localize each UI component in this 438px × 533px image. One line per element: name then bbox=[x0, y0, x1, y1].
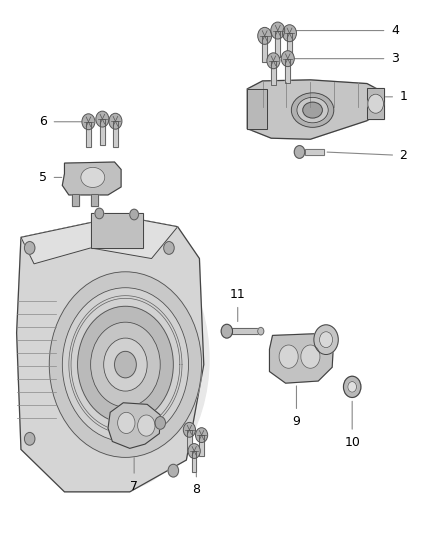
Bar bbox=[187, 430, 191, 451]
Circle shape bbox=[62, 288, 188, 441]
Ellipse shape bbox=[297, 98, 328, 123]
Circle shape bbox=[95, 208, 104, 219]
Bar bbox=[72, 194, 79, 206]
Bar bbox=[86, 122, 91, 147]
Bar bbox=[192, 451, 196, 472]
Circle shape bbox=[91, 322, 160, 407]
Polygon shape bbox=[247, 80, 380, 139]
Ellipse shape bbox=[18, 227, 209, 492]
Polygon shape bbox=[21, 216, 178, 264]
Bar bbox=[72, 194, 79, 206]
Bar bbox=[192, 451, 196, 472]
Circle shape bbox=[195, 427, 208, 442]
Bar bbox=[92, 194, 99, 206]
Bar bbox=[367, 88, 385, 119]
Bar bbox=[91, 214, 143, 248]
Circle shape bbox=[279, 345, 298, 368]
Bar bbox=[271, 61, 276, 85]
Text: 4: 4 bbox=[391, 24, 399, 37]
Bar bbox=[287, 33, 292, 60]
Circle shape bbox=[368, 94, 384, 114]
Text: 11: 11 bbox=[230, 288, 246, 301]
Circle shape bbox=[294, 146, 305, 158]
Bar bbox=[276, 30, 280, 57]
Circle shape bbox=[109, 114, 122, 129]
Circle shape bbox=[283, 25, 297, 42]
Circle shape bbox=[267, 53, 280, 69]
Bar bbox=[199, 435, 204, 456]
Text: 5: 5 bbox=[39, 171, 47, 184]
Bar bbox=[287, 33, 292, 60]
Ellipse shape bbox=[303, 102, 322, 118]
Text: 8: 8 bbox=[192, 483, 200, 496]
Bar bbox=[262, 36, 267, 62]
Text: 6: 6 bbox=[39, 115, 47, 128]
Circle shape bbox=[25, 241, 35, 254]
Circle shape bbox=[138, 415, 155, 436]
Circle shape bbox=[221, 324, 233, 338]
Circle shape bbox=[115, 351, 136, 378]
Ellipse shape bbox=[81, 167, 105, 188]
Text: 9: 9 bbox=[293, 415, 300, 428]
Bar bbox=[92, 194, 99, 206]
Bar bbox=[286, 59, 290, 83]
Circle shape bbox=[271, 22, 285, 39]
Text: 3: 3 bbox=[391, 52, 399, 65]
Bar bbox=[113, 121, 118, 147]
Circle shape bbox=[184, 422, 195, 437]
Circle shape bbox=[155, 417, 166, 429]
Text: 2: 2 bbox=[399, 149, 407, 161]
Circle shape bbox=[258, 27, 272, 44]
Bar bbox=[91, 214, 143, 248]
Text: 7: 7 bbox=[130, 480, 138, 493]
Circle shape bbox=[49, 272, 201, 457]
Ellipse shape bbox=[291, 93, 334, 127]
Circle shape bbox=[343, 376, 361, 398]
Circle shape bbox=[78, 306, 173, 423]
Polygon shape bbox=[62, 162, 121, 195]
Bar bbox=[100, 119, 105, 144]
Bar bbox=[247, 89, 267, 128]
Bar bbox=[305, 149, 324, 155]
Circle shape bbox=[168, 464, 179, 477]
Circle shape bbox=[301, 345, 320, 368]
Circle shape bbox=[348, 382, 357, 392]
Bar bbox=[262, 36, 267, 62]
Bar bbox=[233, 328, 261, 334]
Circle shape bbox=[258, 327, 264, 335]
Text: 10: 10 bbox=[344, 435, 360, 449]
Bar bbox=[113, 121, 118, 147]
Polygon shape bbox=[108, 403, 160, 448]
Circle shape bbox=[25, 432, 35, 445]
Circle shape bbox=[96, 111, 109, 127]
Circle shape bbox=[82, 114, 95, 130]
Bar bbox=[247, 89, 267, 128]
Circle shape bbox=[188, 443, 200, 458]
Circle shape bbox=[117, 413, 135, 433]
Text: 1: 1 bbox=[399, 90, 407, 103]
Bar bbox=[276, 30, 280, 57]
Bar bbox=[187, 430, 191, 451]
Circle shape bbox=[130, 209, 138, 220]
Bar bbox=[100, 119, 105, 144]
Circle shape bbox=[320, 332, 332, 348]
Polygon shape bbox=[269, 333, 333, 383]
Bar bbox=[233, 328, 261, 334]
Circle shape bbox=[164, 241, 174, 254]
Bar bbox=[86, 122, 91, 147]
Bar bbox=[286, 59, 290, 83]
Bar bbox=[367, 88, 385, 119]
Circle shape bbox=[314, 325, 338, 354]
Circle shape bbox=[104, 338, 147, 391]
Bar bbox=[199, 435, 204, 456]
Polygon shape bbox=[17, 216, 204, 492]
Circle shape bbox=[281, 51, 294, 67]
Bar bbox=[271, 61, 276, 85]
Bar bbox=[305, 149, 324, 155]
